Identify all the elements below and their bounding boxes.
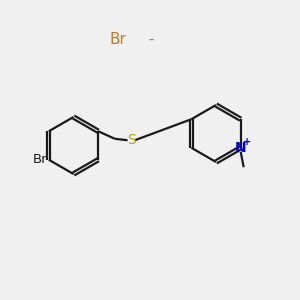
Text: N: N [235,141,247,155]
Text: Br: Br [33,153,47,166]
Text: -: - [148,32,154,46]
Text: +: + [243,137,251,147]
Text: Br: Br [109,32,126,46]
Text: S: S [127,133,136,147]
